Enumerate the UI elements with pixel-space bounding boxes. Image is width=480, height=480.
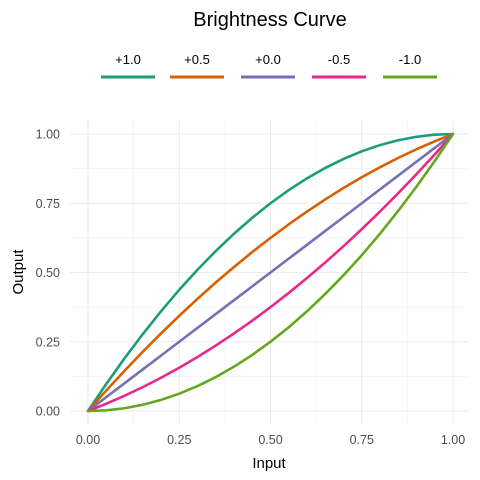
y-tick-label: 0.25: [36, 335, 60, 349]
x-tick-label: 0.75: [350, 433, 374, 447]
legend-label: +0.0: [255, 52, 281, 67]
y-tick-label: 0.75: [36, 197, 60, 211]
plot-grid: [70, 120, 468, 425]
legend-item: -0.5: [312, 52, 366, 79]
x-axis-title: Input: [252, 455, 286, 472]
legend: +1.0 +0.5 +0.0 -0.5 -1.0: [101, 52, 437, 79]
y-axis-title: Output: [10, 249, 27, 295]
series-line-4: [86, 132, 455, 413]
y-tick-label: 0.50: [36, 266, 60, 280]
series-line-3: [86, 132, 455, 413]
series-line-2: [86, 132, 455, 413]
x-tick-label: 0.50: [258, 433, 282, 447]
legend-item: +0.0: [241, 52, 295, 79]
legend-label: -0.5: [328, 52, 350, 67]
series-layer: [86, 132, 455, 413]
legend-item: -1.0: [383, 52, 437, 79]
legend-label: -1.0: [399, 52, 421, 67]
legend-label: +1.0: [115, 52, 141, 67]
x-tick-label: 0.25: [167, 433, 191, 447]
y-tick-label: 1.00: [36, 128, 60, 142]
legend-item: +1.0: [101, 52, 155, 79]
legend-item: +0.5: [170, 52, 224, 79]
x-axis-ticks: 0.00 0.25 0.50 0.75 1.00: [76, 433, 465, 447]
series-line-1: [86, 132, 455, 413]
legend-label: +0.5: [184, 52, 210, 67]
x-tick-label: 1.00: [441, 433, 465, 447]
y-tick-label: 0.00: [36, 405, 60, 419]
series-line-5: [86, 132, 455, 413]
x-tick-label: 0.00: [76, 433, 100, 447]
chart-title: Brightness Curve: [193, 9, 346, 31]
y-axis-ticks: 0.00 0.25 0.50 0.75 1.00: [36, 128, 60, 419]
